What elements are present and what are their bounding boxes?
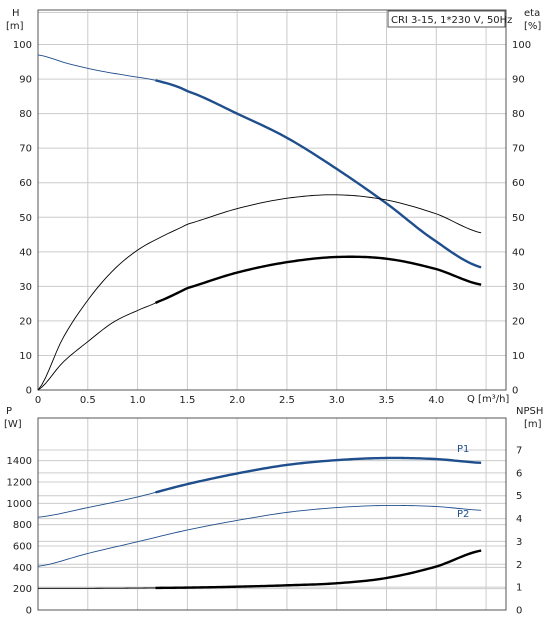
y-left-tick-label: 90 (19, 75, 32, 86)
x-tick-label: 0 (35, 395, 41, 406)
y-right-tick-label: 30 (512, 282, 525, 293)
y-left-tick-label: 40 (19, 247, 32, 258)
top-tick-labels: 0 0.5 1.0 1.5 2.0 2.5 3.0 3.5 4.0 0 10 20 30 40 50 60 70… (13, 40, 531, 406)
top-panel: 0 0.5 1.0 1.5 2.0 2.5 3.0 3.5 4.0 0 10 20 30 40 50 60 70… (6, 8, 541, 406)
series-label-p1: P1 (457, 444, 469, 455)
y-left-tick-label: 100 (13, 40, 32, 51)
npsh-tick-label: 3 (516, 537, 522, 548)
x-tick-label: 0.5 (80, 395, 96, 406)
chart-title: CRI 3-15, 1*230 V, 50Hz (391, 15, 512, 26)
top-y-left-label-line1: H (12, 8, 20, 19)
series-label-p2: P2 (457, 509, 469, 520)
p-tick-label: 1000 (7, 499, 32, 510)
x-tick-label: 1.0 (130, 395, 146, 406)
y-right-tick-label: 70 (512, 144, 525, 155)
y-left-tick-label: 30 (19, 282, 32, 293)
p1-curve-operating-range (155, 456, 482, 494)
p-tick-label: 1400 (7, 456, 32, 467)
x-tick-label: 2.5 (279, 395, 295, 406)
top-y-right-label-line2: [%] (524, 21, 541, 32)
npsh-tick-label: 0 (516, 606, 522, 617)
npsh-curve-line (38, 550, 482, 589)
x-tick-label: 2.0 (229, 395, 245, 406)
x-tick-label: 3.0 (329, 395, 345, 406)
npsh-curve-operating-range (155, 549, 482, 590)
bottom-series-group (37, 456, 482, 590)
efficiency-curve-thin-line (37, 194, 482, 391)
p2-curve-line (37, 504, 482, 567)
y-left-tick-label: 10 (19, 351, 32, 362)
chart-title-box (387, 10, 506, 28)
top-plot-frame (37, 9, 507, 391)
y-right-tick-label: 50 (512, 213, 525, 224)
y-right-tick-label: 90 (512, 75, 525, 86)
x-tick-label: 4.0 (428, 395, 444, 406)
npsh-tick-label: 2 (516, 560, 522, 571)
y-right-tick-label: 0 (512, 386, 518, 397)
efficiency-curve-bold-operating-range (154, 255, 482, 305)
bottom-gridlines (37, 418, 506, 611)
bottom-y-right-label-line2: [m] (524, 419, 542, 430)
x-tick-label: 3.5 (379, 395, 395, 406)
y-left-tick-label: 20 (19, 316, 32, 327)
y-right-tick-label: 40 (512, 247, 525, 258)
npsh-tick-label: 6 (516, 468, 522, 479)
p-tick-label: 800 (13, 520, 32, 531)
npsh-tick-label: 4 (516, 514, 522, 525)
p-tick-label: 1200 (7, 478, 32, 489)
y-right-tick-label: 60 (512, 178, 525, 189)
bottom-y-right-label-line1: NPSH (516, 406, 543, 417)
bottom-tick-labels: 0 200 400 600 800 1000 1200 1400 0 1 2 3 4 5 6 7 (7, 446, 523, 617)
top-gridlines (37, 10, 506, 391)
npsh-tick-label: 5 (516, 491, 522, 502)
y-left-tick-label: 80 (19, 109, 32, 120)
y-right-tick-label: 20 (512, 316, 525, 327)
y-right-tick-label: 10 (512, 351, 525, 362)
x-tick-label: 1.5 (179, 395, 195, 406)
head-curve-operating-range (155, 79, 482, 269)
x-axis-label: Q [m³/h] (467, 394, 509, 405)
p-tick-label: 200 (13, 584, 32, 595)
p-tick-label: 0 (26, 606, 32, 617)
head-curve-line (37, 54, 482, 268)
top-series-group (37, 54, 482, 391)
efficiency-curve-bold-line (37, 256, 482, 391)
npsh-tick-label: 1 (516, 583, 522, 594)
top-y-left-label-line2: [m] (6, 21, 24, 32)
y-left-tick-label: 60 (19, 178, 32, 189)
p-tick-label: 400 (13, 563, 32, 574)
npsh-tick-label: 7 (516, 446, 522, 457)
bottom-y-left-label-line1: P (6, 406, 12, 417)
y-left-tick-label: 50 (19, 213, 32, 224)
y-right-tick-label: 100 (512, 40, 531, 51)
bottom-y-left-label-line2: [W] (4, 419, 22, 430)
bottom-plot-frame (37, 417, 507, 611)
y-left-tick-label: 0 (26, 386, 32, 397)
p-tick-label: 600 (13, 542, 32, 553)
y-right-tick-label: 80 (512, 109, 525, 120)
top-y-right-label-line1: eta (524, 8, 540, 19)
p1-curve-line (37, 457, 482, 518)
y-left-tick-label: 70 (19, 144, 32, 155)
